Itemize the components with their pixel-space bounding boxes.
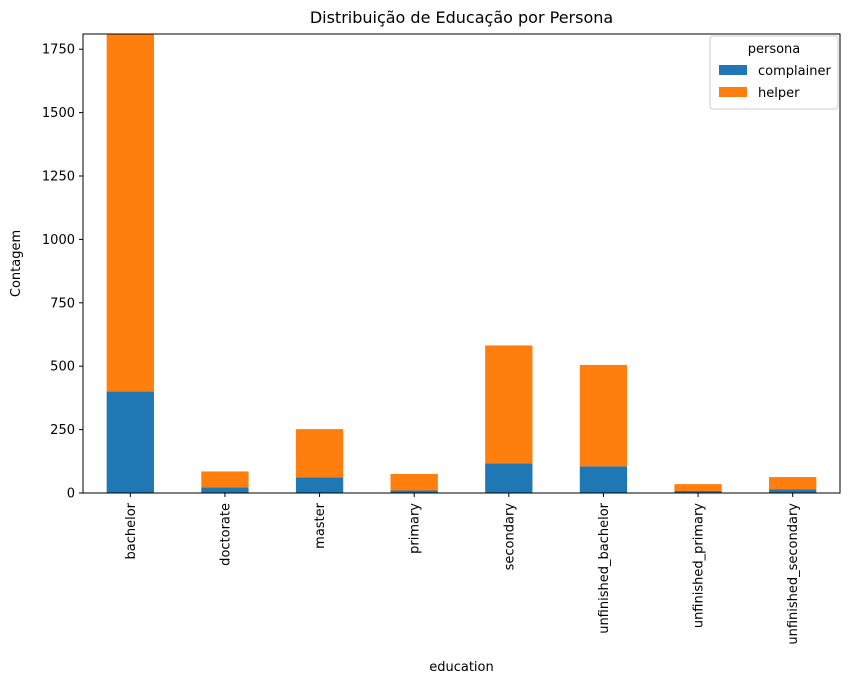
legend-label-helper: helper bbox=[758, 86, 800, 101]
x-tick-label-master: master bbox=[313, 502, 328, 548]
bar-complainer-unfinished_secondary bbox=[769, 489, 817, 493]
x-tick-label-doctorate: doctorate bbox=[218, 503, 233, 566]
bar-helper-unfinished_primary bbox=[674, 484, 722, 491]
x-tick-label-unfinished_bachelor: unfinished_bachelor bbox=[597, 502, 612, 633]
x-axis-title: education bbox=[429, 660, 494, 675]
bar-helper-master bbox=[295, 429, 344, 478]
x-tick-label-primary: primary bbox=[408, 503, 423, 554]
x-tick-label-unfinished_primary: unfinished_primary bbox=[692, 503, 707, 628]
bar-complainer-unfinished_bachelor bbox=[579, 466, 628, 493]
y-tick-label: 500 bbox=[50, 360, 75, 375]
bar-helper-unfinished_secondary bbox=[769, 477, 817, 490]
legend-swatch-helper bbox=[719, 87, 747, 97]
y-tick-label: 250 bbox=[50, 423, 75, 438]
x-tick-label-bachelor: bachelor bbox=[124, 502, 139, 559]
bar-complainer-secondary bbox=[485, 463, 533, 493]
bar-helper-unfinished_bachelor bbox=[579, 364, 628, 467]
legend-title: persona bbox=[748, 42, 801, 57]
bar-complainer-bachelor bbox=[106, 391, 154, 493]
bar-helper-bachelor bbox=[106, 34, 154, 392]
y-tick-label: 1500 bbox=[42, 106, 75, 121]
y-tick-label: 1750 bbox=[42, 43, 75, 58]
bar-complainer-master bbox=[295, 477, 344, 493]
bar-helper-primary bbox=[390, 473, 438, 491]
x-tick-label-secondary: secondary bbox=[502, 503, 517, 571]
y-axis-title: Contagem bbox=[9, 230, 24, 297]
bar-complainer-doctorate bbox=[201, 487, 249, 493]
legend: persona complainer helper bbox=[709, 35, 839, 110]
legend-swatch-complainer bbox=[719, 65, 747, 75]
plot-frame bbox=[82, 33, 841, 494]
legend-label-complainer: complainer bbox=[758, 64, 831, 79]
y-tick-label: 750 bbox=[50, 296, 75, 311]
bar-helper-secondary bbox=[485, 345, 533, 464]
bar-complainer-primary bbox=[390, 490, 438, 493]
x-tick-label-unfinished_secondary: unfinished_secondary bbox=[786, 503, 801, 645]
plot-area bbox=[106, 34, 817, 493]
axes: 0 250 500 750 1000 1250 1500 1750 bachelor doctor… bbox=[42, 33, 841, 645]
chart-title: Distribuição de Educação por Persona bbox=[310, 8, 613, 27]
y-tick-label: 0 bbox=[67, 487, 75, 502]
y-tick-label: 1250 bbox=[42, 170, 75, 185]
bar-complainer-unfinished_primary bbox=[674, 490, 722, 493]
bar-helper-doctorate bbox=[201, 471, 249, 488]
y-tick-label: 1000 bbox=[42, 233, 75, 248]
